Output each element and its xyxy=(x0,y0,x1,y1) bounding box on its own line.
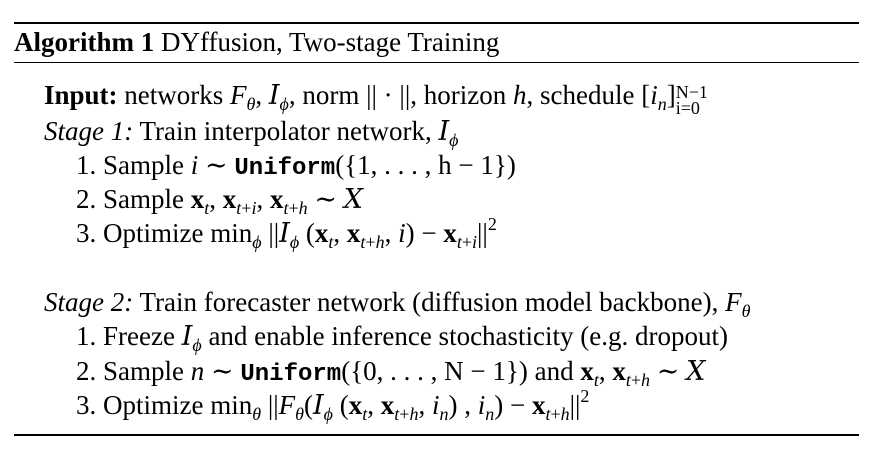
step-text: Sample xyxy=(103,356,184,386)
uniform-set: ({1, . . . , h − 1}) xyxy=(335,150,516,180)
stage2-heading: Stage 2: Train forecaster network (diffu… xyxy=(44,287,751,321)
uniform-set: ({0, . . . , N − 1}) xyxy=(341,356,528,386)
schedule-upper: N−1 xyxy=(675,82,708,102)
stage2-label: Stage 2: xyxy=(44,287,134,317)
step-text: Sample xyxy=(103,150,184,180)
horizon-text: horizon xyxy=(423,80,507,110)
step-tail: and enable inference stochasticity (e.g.… xyxy=(208,321,728,351)
input-line: Input: networks Fθ, Iϕ, norm || · ||, ho… xyxy=(44,80,708,118)
step-number: 2. xyxy=(76,356,97,386)
stage1-text: Train interpolator network, xyxy=(139,116,432,146)
networks-text: networks xyxy=(124,80,224,110)
schedule-text: schedule xyxy=(539,80,635,110)
stage2-text: Train forecaster network (diffusion mode… xyxy=(139,287,719,317)
stage1-label: Stage 1: xyxy=(44,116,134,146)
stage2-step2: 2. Sample n ∼ Uniform({0, . . . , N − 1}… xyxy=(76,356,706,390)
step-text: Sample xyxy=(103,184,184,214)
step-number: 1. xyxy=(76,150,97,180)
step-text: Optimize xyxy=(103,218,204,248)
stage1-heading: Stage 1: Train interpolator network, Iϕ xyxy=(44,116,459,150)
top-rule xyxy=(14,22,859,24)
stage2-step3: 3. Optimize minθ ||Fθ(Iϕ (xt, xt+h, in) … xyxy=(76,386,590,424)
bottom-rule xyxy=(14,434,859,436)
schedule-limits: N−1 i=0 xyxy=(675,82,708,118)
step-text: Optimize xyxy=(103,390,204,420)
step-number: 3. xyxy=(76,218,97,248)
uniform-keyword: Uniform xyxy=(240,361,342,388)
step-number: 2. xyxy=(76,184,97,214)
stage2-step1: 1. Freeze Iϕ and enable inference stocha… xyxy=(76,321,728,355)
stage1-step1: 1. Sample i ∼ Uniform({1, . . . , h − 1}… xyxy=(76,150,516,182)
step-text: Freeze xyxy=(103,321,175,351)
step-number: 3. xyxy=(76,390,97,420)
algorithm-label: Algorithm 1 xyxy=(14,27,155,57)
norm-text: norm xyxy=(302,80,360,110)
uniform-keyword: Uniform xyxy=(234,155,336,182)
stage1-step3: 3. Optimize minϕ ||Iϕ (xt, xt+h, i) − xt… xyxy=(76,214,497,252)
step-number: 1. xyxy=(76,321,97,351)
input-label: Input: xyxy=(44,80,118,110)
stage1-step2: 2. Sample xt, xt+i, xt+h ∼ X xyxy=(76,184,363,218)
algorithm-title: Algorithm 1 DYffusion, Two-stage Trainin… xyxy=(14,25,499,59)
algorithm-name: DYffusion, Two-stage Training xyxy=(160,27,500,57)
mid-rule xyxy=(14,62,859,63)
schedule-lower: i=0 xyxy=(675,98,700,118)
and-text: and xyxy=(534,356,574,386)
